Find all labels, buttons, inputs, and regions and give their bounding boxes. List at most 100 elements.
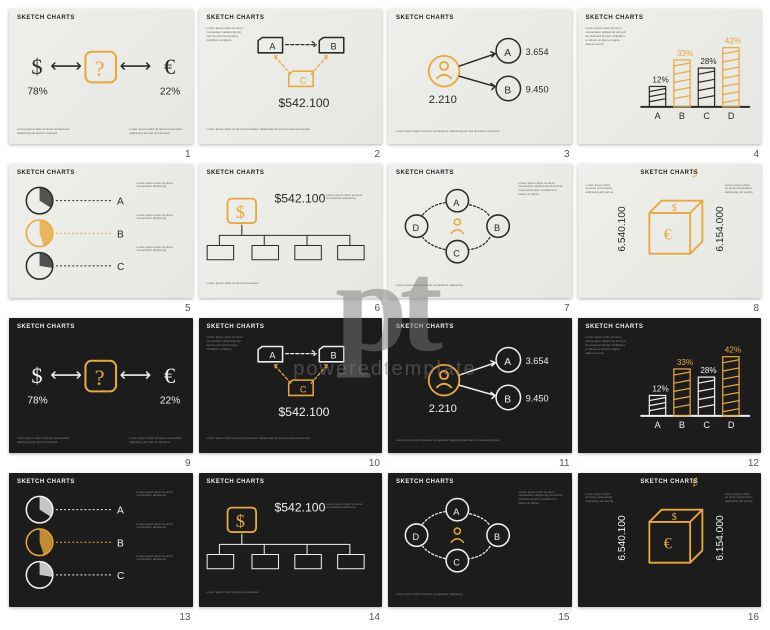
cell-6: SKETCH CHARTS $ $542.100 Lorem ipsum dol… [199,164,383,313]
svg-text:9.450: 9.450 [526,394,549,404]
svg-text:B: B [117,538,124,549]
lorem-block: Lorem ipsum dolor sit amet consectetur a… [137,523,185,531]
svg-text:B: B [504,395,511,406]
svg-text:A: A [504,357,511,368]
lorem-block: Lorem ipsum dolor sit amet consectetur a… [519,182,564,198]
svg-text:D: D [727,420,734,430]
lorem-block: Lorem ipsum dolor sit amet consectetur [207,591,367,599]
slide-number: 5 [185,303,191,314]
svg-text:A: A [504,48,511,59]
slide-number: 14 [369,612,380,623]
value-label: $542.100 [278,96,329,110]
slide-4: SKETCH CHARTS 12% 33% 28% 42% A B C [578,9,762,144]
value-center: 2.210 [429,94,457,106]
cell-5: SKETCH CHARTS A B [9,164,193,313]
svg-text:42%: 42% [724,37,740,46]
svg-text:42%: 42% [724,346,740,355]
cell-14: SKETCH CHARTS $ $542.100 Lorem ipsum dol… [199,473,383,622]
svg-text:A: A [654,111,661,121]
slide-number: 7 [564,303,570,314]
value-b: 9.450 [526,85,549,95]
dollar-icon: $ [31,54,42,79]
svg-text:33%: 33% [676,49,692,58]
svg-text:A: A [117,505,124,516]
lorem-block: Lorem ipsum dolor sit amet consectetur a… [137,182,185,190]
cell-16: SKETCH CHARTS € £ $ 6.540.100 6.154.000 … [578,473,762,622]
value-a: 3.654 [526,47,549,57]
svg-text:C: C [117,261,124,272]
lorem-block: Lorem ipsum dolor sit amet consectetur a… [586,27,628,46]
svg-text:B: B [494,223,500,233]
slide-13: SKETCH CHARTS A B C [9,473,193,608]
svg-text:B: B [504,86,511,97]
svg-text:2.210: 2.210 [429,403,457,415]
svg-text:C: C [703,420,710,430]
slide-number: 16 [748,612,759,623]
slide-number: 3 [564,149,570,160]
svg-text:$542.100: $542.100 [278,405,329,419]
cell-3: SKETCH CHARTS A B 3.654 9.450 2.210 [388,9,572,158]
svg-text:$542.100: $542.100 [274,500,325,514]
svg-text:C: C [703,111,710,121]
slide-2: SKETCH CHARTS A B C [199,9,383,144]
slide-number: 2 [374,149,380,160]
left-value: 6.540.100 [616,205,627,251]
question-icon: ? [95,365,105,390]
lorem-block: Lorem ipsum dolor sit amet consectetur a… [137,246,185,254]
slide-number: 9 [185,458,191,469]
slide-number: 15 [558,612,569,623]
svg-text:6.154.000: 6.154.000 [714,514,725,560]
slide-8: SKETCH CHARTS € £ $ 6.540.100 6.154.000 … [578,164,762,299]
svg-text:28%: 28% [700,57,716,66]
lorem-block: Lorem ipsum dolor sit amet consectetur a… [137,491,185,499]
slide-11: SKETCH CHARTS A B 3.654 9.450 2.210 [388,318,572,453]
svg-text:B: B [330,42,336,52]
lorem-block: Lorem ipsum dolor sit amet consectetur a… [725,493,753,505]
svg-text:C: C [299,384,306,394]
slide-number: 4 [753,149,759,160]
slide-14: SKETCH CHARTS $ $542.100 Lorem ipsum dol… [199,473,383,608]
cell-11: SKETCH CHARTS A B 3.654 9.450 2.210 [388,318,572,467]
svg-text:A: A [269,351,276,361]
cell-7: SKETCH CHARTS A B C D [388,164,572,313]
svg-text:C: C [453,557,460,567]
slide-3: SKETCH CHARTS A B 3.654 9.450 2.210 [388,9,572,144]
lorem-block: Lorem ipsum dolor sit amet consectetur a… [725,184,753,196]
lorem-block: Lorem ipsum dolor sit amet consectetur [207,282,367,290]
svg-text:A: A [654,420,661,430]
slide-6: SKETCH CHARTS $ $542.100 Lorem ipsum dol… [199,164,383,299]
slide-16: SKETCH CHARTS € £ $ 6.540.100 6.154.000 … [578,473,762,608]
slide-number: 10 [369,458,380,469]
cell-10: SKETCH CHARTS A B C [199,318,383,467]
dollar-icon: $ [671,202,676,213]
lorem-block: Lorem ipsum dolor sit amet consectetur a… [207,128,367,136]
slide-number: 8 [753,303,759,314]
svg-text:22%: 22% [160,396,180,407]
cell-13: SKETCH CHARTS A B C [9,473,193,622]
question-icon: ? [95,56,105,81]
svg-text:A: A [453,506,460,516]
svg-text:A: A [453,197,460,207]
cell-2: SKETCH CHARTS A B C [199,9,383,158]
lorem-block: Lorem ipsum dolor sit amet consectetur a… [130,128,185,136]
left-percent: 78% [27,87,47,98]
lorem-block: Lorem ipsum dolor sit amet consectetur a… [207,437,367,445]
slide-1: SKETCH CHARTS $ € 78% 22% ? Lorem ipsum … [9,9,193,144]
slide-15: SKETCH CHARTS A B C D [388,473,572,608]
svg-text:A: A [269,42,276,52]
dollar-icon: $ [235,510,244,530]
svg-text:12%: 12% [652,384,668,393]
svg-text:D: D [727,111,734,121]
lorem-block: Lorem ipsum dolor sit amet consectetur a… [326,503,374,511]
slide-5: SKETCH CHARTS A B [9,164,193,299]
slide-number: 11 [559,458,569,469]
svg-text:D: D [412,532,419,542]
slide-7: SKETCH CHARTS A B C D [388,164,572,299]
lorem-block: Lorem ipsum dolor sit amet consectetur a… [586,336,628,355]
lorem-block: Lorem ipsum dolor sit amet consectetur a… [130,437,185,445]
svg-text:3.654: 3.654 [526,356,549,366]
cell-9: SKETCH CHARTS $ € 78% 22% ? Lorem ipsum … [9,318,193,467]
svg-text:B: B [678,420,684,430]
svg-text:33%: 33% [676,358,692,367]
cell-12: SKETCH CHARTS 12% 33% 28% 42% A B C D Lo… [578,318,762,467]
